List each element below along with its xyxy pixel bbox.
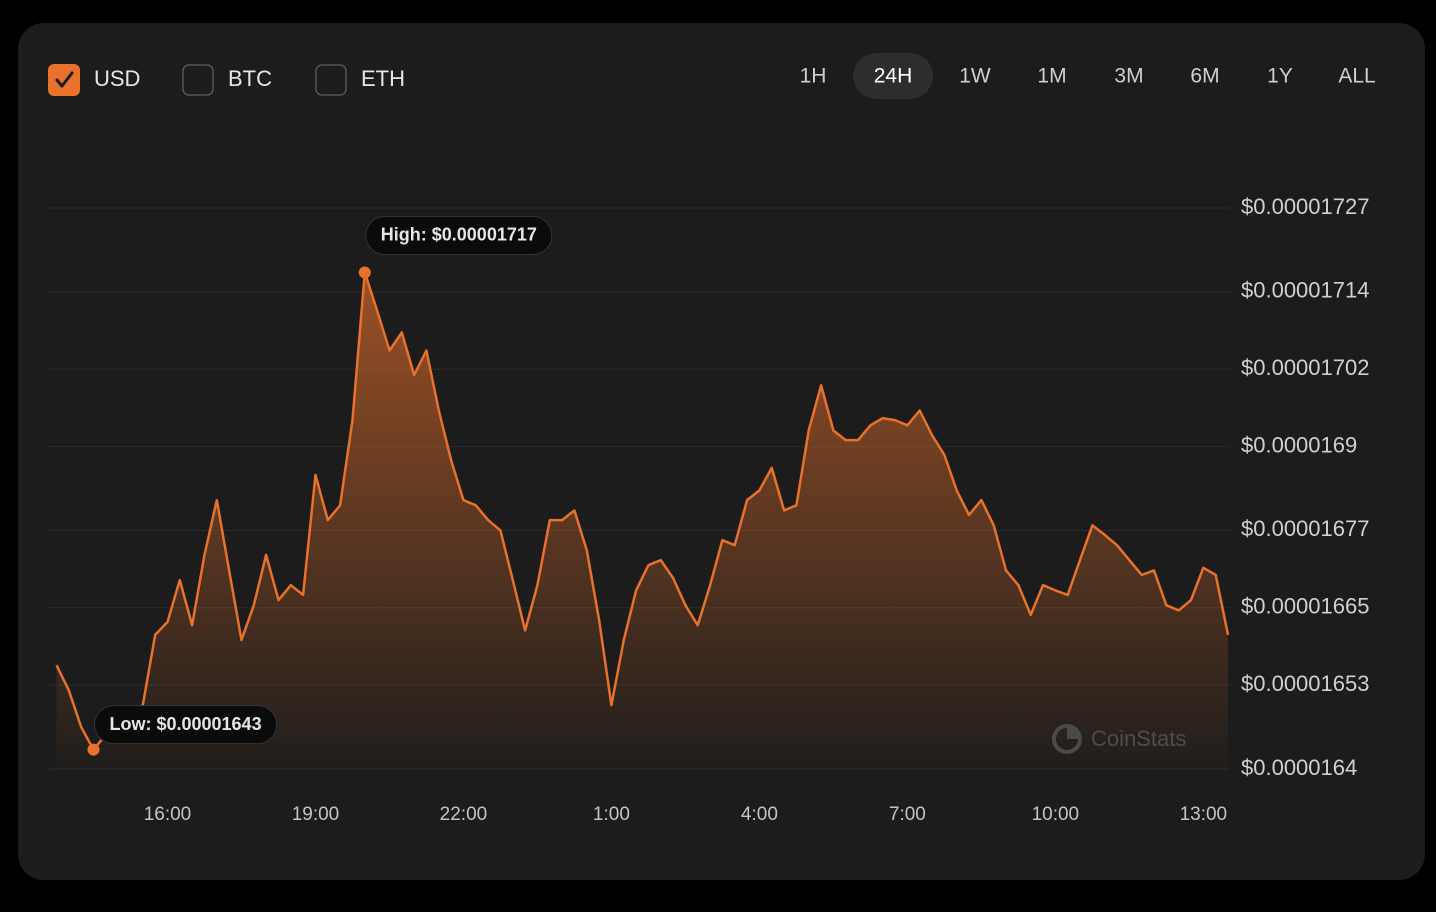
y-tick-label: $0.00001677	[1241, 516, 1369, 541]
grid: $0.0000164 $0.00001653 $0.00001665 $0.00001…	[48, 194, 1369, 825]
y-tick-label: $0.00001702	[1241, 355, 1369, 380]
timeframe-label[interactable]: 1Y	[1267, 65, 1293, 88]
timeframe-label[interactable]: 3M	[1114, 65, 1143, 88]
timeframe-button[interactable]: 6M	[1190, 65, 1219, 88]
currency-toggle[interactable]: USD	[48, 64, 140, 96]
price-line	[55, 271, 1230, 751]
timeframe-button[interactable]: 24H	[853, 53, 933, 99]
currency-label[interactable]: USD	[94, 66, 140, 91]
timeframe-button[interactable]: ALL	[1338, 65, 1375, 88]
x-tick-label: 10:00	[1032, 804, 1080, 825]
y-tick-label: $0.00001714	[1241, 278, 1369, 303]
annotation-pill	[93, 705, 278, 745]
annotation-dot	[358, 266, 371, 279]
y-tick-label: $0.00001727	[1241, 194, 1369, 219]
timeframe-button[interactable]: 1M	[1037, 65, 1066, 88]
y-tick-label: $0.0000164	[1241, 755, 1357, 780]
x-tick-label: 19:00	[292, 804, 340, 825]
watermark-icon-slice	[1067, 726, 1080, 739]
timeframe-label[interactable]: 6M	[1190, 65, 1219, 88]
timeframe-button[interactable]: 1W	[959, 65, 991, 88]
x-tick-label: 4:00	[741, 804, 778, 825]
annotation-label: Low: $0.00001643	[109, 714, 261, 734]
currency-toggle[interactable]: BTC	[182, 64, 272, 96]
checkbox[interactable]	[182, 64, 214, 96]
y-tick-label: $0.0000169	[1241, 432, 1357, 457]
y-tick-label: $0.00001653	[1241, 671, 1369, 696]
checkbox[interactable]	[315, 64, 347, 96]
y-tick-label: $0.00001665	[1241, 594, 1369, 619]
checkbox-checked[interactable]	[48, 64, 80, 96]
annotation-label: High: $0.00001717	[381, 225, 537, 245]
timeframe-active-bg[interactable]	[853, 53, 933, 99]
watermark: CoinStats	[1052, 724, 1186, 754]
x-tick-label: 16:00	[144, 804, 192, 825]
plot: High: $0.00001717 Low: $0.00001643 CoinSta…	[55, 215, 1230, 769]
x-tick-label: 7:00	[889, 804, 926, 825]
currency-label[interactable]: BTC	[228, 66, 272, 91]
currency-toggle[interactable]: ETH	[315, 64, 405, 96]
timeframe-label[interactable]: 1H	[800, 65, 827, 88]
timeframe-label[interactable]: ALL	[1338, 65, 1375, 88]
timeframe-label[interactable]: 24H	[874, 65, 913, 88]
currency-label[interactable]: ETH	[361, 66, 405, 91]
controls: USD BTC ETH 1H 24H 1W 1M 3M 6M 1Y ALL	[48, 53, 1376, 99]
annotation-pill	[365, 215, 553, 255]
annotation-dot	[87, 743, 100, 756]
timeframe-label[interactable]: 1M	[1037, 65, 1066, 88]
area	[56, 272, 1228, 769]
x-tick-label: 22:00	[440, 804, 488, 825]
x-tick-label: 1:00	[593, 804, 630, 825]
watermark-text: CoinStats	[1091, 726, 1186, 751]
timeframe-button[interactable]: 1Y	[1267, 65, 1293, 88]
x-tick-label: 13:00	[1180, 804, 1228, 825]
timeframe-button[interactable]: 3M	[1114, 65, 1143, 88]
checkmark	[55, 71, 74, 88]
timeframe-label[interactable]: 1W	[959, 65, 991, 88]
timeframe-button[interactable]: 1H	[800, 65, 827, 88]
